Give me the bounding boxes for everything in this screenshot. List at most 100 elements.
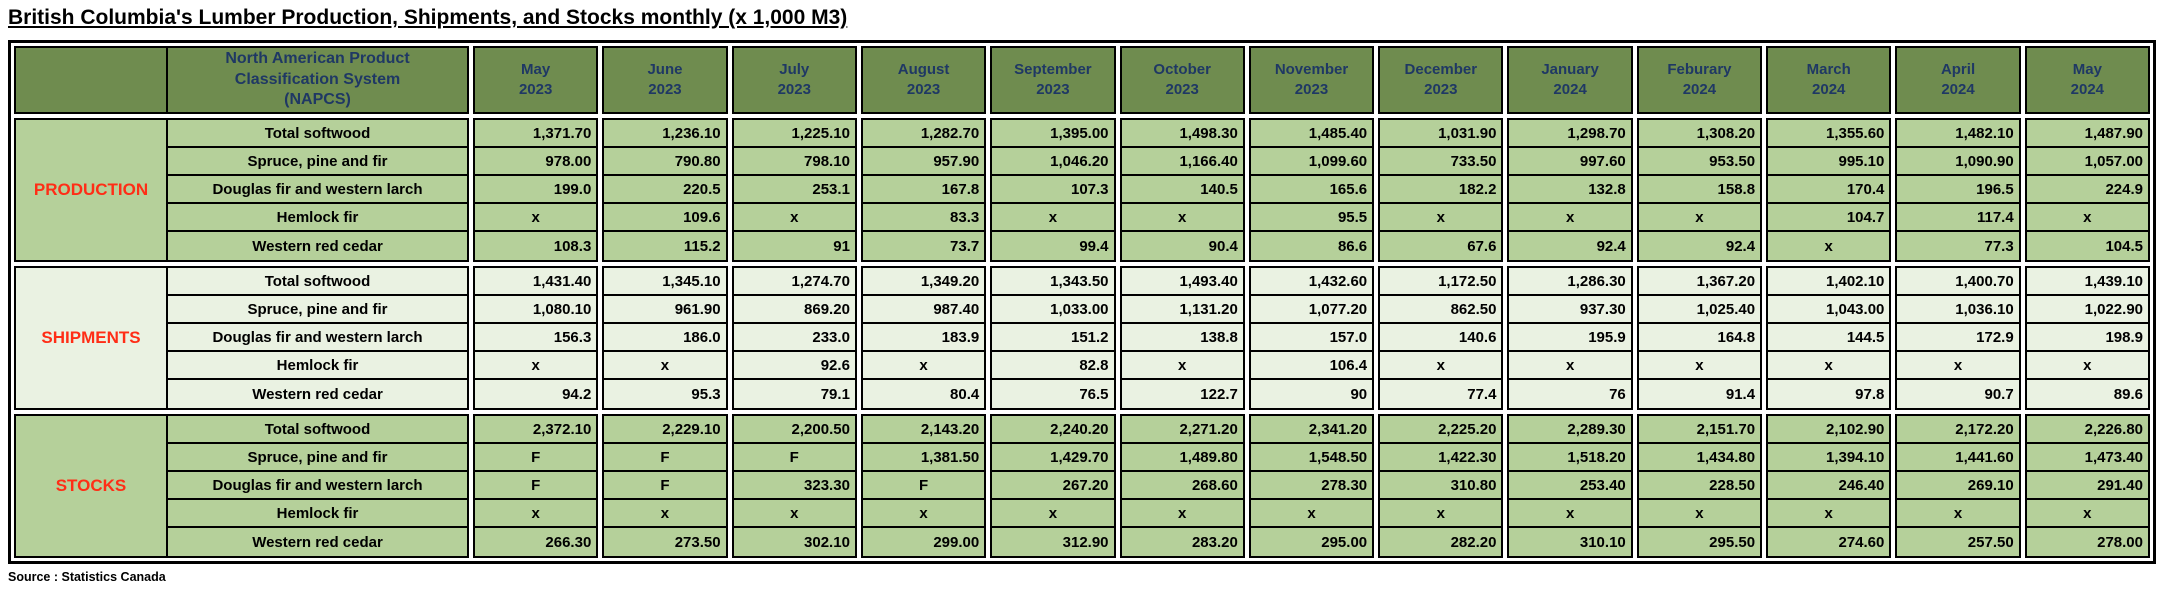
- value-cell: 90: [1250, 380, 1373, 408]
- page-title: British Columbia's Lumber Production, Sh…: [8, 6, 848, 29]
- value-cell: x: [1121, 500, 1243, 528]
- value-cell: 1,473.40: [2026, 444, 2148, 472]
- value-cell: x: [604, 352, 726, 380]
- value-cell: 115.2: [604, 232, 726, 260]
- value-cell: 82.8: [992, 352, 1114, 380]
- value-cell: x: [1509, 204, 1631, 232]
- value-cell: 228.50: [1638, 472, 1761, 500]
- value-cell: F: [733, 444, 855, 472]
- value-cell: 1,077.20: [1250, 296, 1373, 324]
- value-cell: 997.60: [1509, 148, 1631, 176]
- value-cell: 1,274.70: [733, 268, 855, 296]
- value-cell: 278.00: [2026, 528, 2148, 556]
- value-cell: x: [1121, 352, 1243, 380]
- month-header: July 2023: [731, 46, 857, 114]
- value-cell: F: [475, 472, 597, 500]
- value-cell: 132.8: [1509, 176, 1631, 204]
- values-block: 1,485.40 1,099.60 165.6 95.5 86.6: [1248, 118, 1375, 262]
- value-cell: 1,355.60: [1768, 120, 1890, 148]
- values-block: 2,341.20 1,548.50 278.30 x 295.00: [1248, 414, 1375, 558]
- value-cell: 182.2: [1380, 176, 1502, 204]
- value-cell: 76.5: [992, 380, 1114, 408]
- value-cell: 1,482.10: [1897, 120, 2019, 148]
- value-cell: x: [862, 352, 985, 380]
- value-cell: 1,394.10: [1768, 444, 1890, 472]
- value-cell: 198.9: [2026, 324, 2148, 352]
- month-label: April: [1940, 60, 1976, 78]
- value-cell: 302.10: [733, 528, 855, 556]
- value-cell: 1,343.50: [992, 268, 1114, 296]
- category-cell: Douglas fir and western larch: [168, 324, 467, 352]
- values-block: 1,371.70 978.00 199.0 x 108.3: [473, 118, 599, 262]
- value-cell: 2,200.50: [733, 416, 855, 444]
- values-block: 2,200.50 F 323.30 x 302.10: [731, 414, 857, 558]
- value-cell: 2,102.90: [1768, 416, 1890, 444]
- value-cell: 1,432.60: [1250, 268, 1373, 296]
- section-header-block: PRODUCTION Total softwood Spruce, pine and…: [14, 118, 469, 262]
- month-year: 2023: [777, 81, 811, 98]
- value-cell: 312.90: [992, 528, 1114, 556]
- month-header: March 2024: [1766, 46, 1892, 114]
- value-cell: x: [1897, 352, 2019, 380]
- value-cell: 1,349.20: [862, 268, 985, 296]
- values-block: 2,225.20 1,422.30 310.80 x 282.20: [1378, 414, 1504, 558]
- category-column: Total softwood Spruce, pine and fir Dougla…: [168, 120, 467, 260]
- value-cell: 937.30: [1509, 296, 1631, 324]
- month-year: 2023: [1294, 81, 1329, 98]
- value-cell: 1,046.20: [992, 148, 1114, 176]
- values-block: 1,172.50 862.50 140.6 x 77.4: [1378, 266, 1504, 410]
- value-cell: 1,308.20: [1638, 120, 1761, 148]
- month-header: September 2023: [990, 46, 1116, 114]
- value-cell: 1,422.30: [1380, 444, 1502, 472]
- value-cell: 274.60: [1768, 528, 1890, 556]
- value-cell: 1,434.80: [1638, 444, 1761, 472]
- value-cell: 291.40: [2026, 472, 2148, 500]
- value-cell: 1,225.10: [733, 120, 855, 148]
- month-header: June 2023: [602, 46, 728, 114]
- value-cell: 1,031.90: [1380, 120, 1502, 148]
- value-cell: 953.50: [1638, 148, 1761, 176]
- value-cell: 2,225.20: [1380, 416, 1502, 444]
- value-cell: x: [733, 500, 855, 528]
- value-cell: 1,033.00: [992, 296, 1114, 324]
- value-cell: 283.20: [1121, 528, 1243, 556]
- value-cell: 1,402.10: [1768, 268, 1890, 296]
- header-first-block: North American Product Classification Sy…: [14, 46, 469, 114]
- value-cell: 138.8: [1121, 324, 1243, 352]
- category-column: Total softwood Spruce, pine and fir Dougla…: [168, 268, 467, 408]
- value-cell: 199.0: [475, 176, 597, 204]
- value-cell: 140.6: [1380, 324, 1502, 352]
- value-cell: 2,271.20: [1121, 416, 1243, 444]
- month-year: 2024: [1941, 81, 1975, 98]
- value-cell: x: [2026, 204, 2148, 232]
- value-cell: 157.0: [1250, 324, 1373, 352]
- value-cell: x: [1768, 232, 1890, 260]
- value-cell: 2,172.20: [1897, 416, 2019, 444]
- value-cell: 90.4: [1121, 232, 1243, 260]
- section-header-block: STOCKS Total softwood Spruce, pine and fir…: [14, 414, 469, 558]
- value-cell: 987.40: [862, 296, 985, 324]
- category-column: Total softwood Spruce, pine and fir Dougla…: [168, 416, 467, 556]
- month-label: May: [2072, 60, 2102, 78]
- value-cell: x: [604, 500, 726, 528]
- value-cell: x: [862, 500, 985, 528]
- month-year: 2023: [1036, 81, 1070, 98]
- values-block: 1,308.20 953.50 158.8 x 92.4: [1636, 118, 1763, 262]
- month-year: 2023: [906, 81, 941, 98]
- values-block: 1,367.20 1,025.40 164.8 x 91.4: [1636, 266, 1763, 410]
- value-cell: 310.10: [1509, 528, 1631, 556]
- table-grid: North American Product Classification Sy…: [14, 46, 2150, 558]
- value-cell: 1,493.40: [1121, 268, 1243, 296]
- value-cell: x: [1638, 352, 1761, 380]
- month-label: May: [521, 60, 551, 78]
- value-cell: 961.90: [604, 296, 726, 324]
- category-cell: Western red cedar: [168, 528, 467, 556]
- value-cell: 90.7: [1897, 380, 2019, 408]
- value-cell: 1,166.40: [1121, 148, 1243, 176]
- value-cell: x: [992, 500, 1114, 528]
- napcs-line: Classification System: [234, 70, 401, 88]
- values-block: 1,482.10 1,090.90 196.5 117.4 77.3: [1895, 118, 2021, 262]
- value-cell: 158.8: [1638, 176, 1761, 204]
- value-cell: 99.4: [992, 232, 1114, 260]
